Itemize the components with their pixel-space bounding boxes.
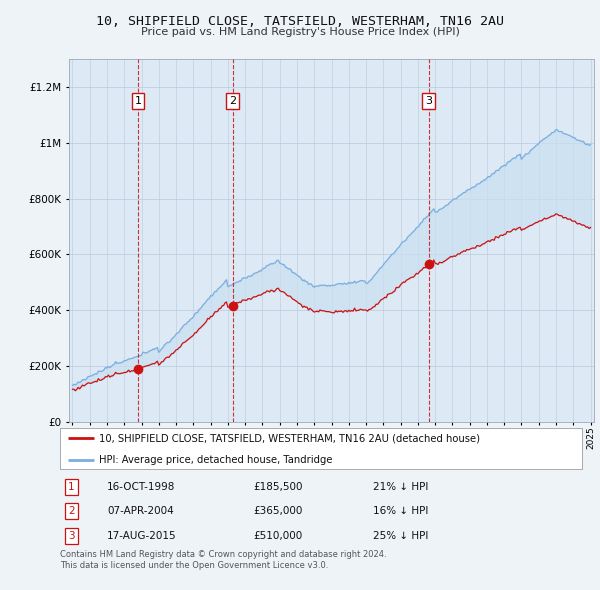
Text: 10, SHIPFIELD CLOSE, TATSFIELD, WESTERHAM, TN16 2AU: 10, SHIPFIELD CLOSE, TATSFIELD, WESTERHA… bbox=[96, 15, 504, 28]
Text: This data is licensed under the Open Government Licence v3.0.: This data is licensed under the Open Gov… bbox=[60, 560, 328, 569]
Text: 16% ↓ HPI: 16% ↓ HPI bbox=[373, 506, 428, 516]
Text: 25% ↓ HPI: 25% ↓ HPI bbox=[373, 531, 428, 541]
Text: HPI: Average price, detached house, Tandridge: HPI: Average price, detached house, Tand… bbox=[99, 455, 332, 465]
Text: £185,500: £185,500 bbox=[253, 482, 302, 491]
Text: 2: 2 bbox=[229, 96, 236, 106]
Text: 07-APR-2004: 07-APR-2004 bbox=[107, 506, 174, 516]
Text: 2: 2 bbox=[68, 506, 75, 516]
Text: £365,000: £365,000 bbox=[253, 506, 302, 516]
Text: 1: 1 bbox=[134, 96, 142, 106]
Text: 3: 3 bbox=[68, 531, 75, 541]
Text: 10, SHIPFIELD CLOSE, TATSFIELD, WESTERHAM, TN16 2AU (detached house): 10, SHIPFIELD CLOSE, TATSFIELD, WESTERHA… bbox=[99, 433, 480, 443]
Text: £510,000: £510,000 bbox=[253, 531, 302, 541]
Text: 16-OCT-1998: 16-OCT-1998 bbox=[107, 482, 175, 491]
Text: 1: 1 bbox=[68, 482, 75, 491]
Text: 3: 3 bbox=[425, 96, 432, 106]
Text: 17-AUG-2015: 17-AUG-2015 bbox=[107, 531, 176, 541]
Text: Contains HM Land Registry data © Crown copyright and database right 2024.: Contains HM Land Registry data © Crown c… bbox=[60, 550, 386, 559]
Text: 21% ↓ HPI: 21% ↓ HPI bbox=[373, 482, 428, 491]
Text: Price paid vs. HM Land Registry's House Price Index (HPI): Price paid vs. HM Land Registry's House … bbox=[140, 27, 460, 37]
